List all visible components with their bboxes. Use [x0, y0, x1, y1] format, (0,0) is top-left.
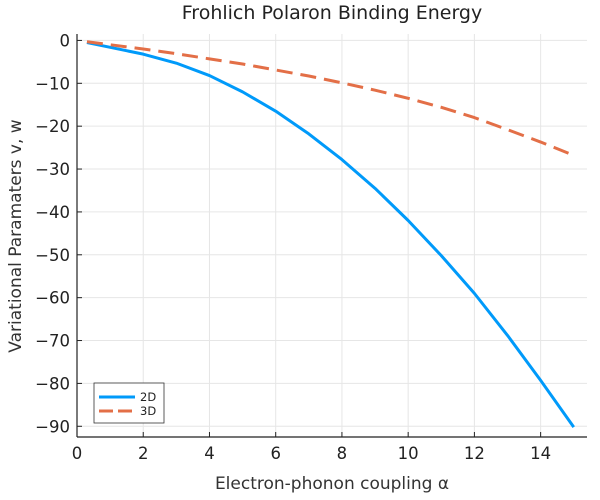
y-tick-label: −40 — [35, 203, 70, 222]
y-tick-label: 0 — [60, 31, 71, 50]
y-tick-label: −50 — [35, 246, 70, 265]
x-axis-label: Electron-phonon coupling α — [215, 474, 449, 494]
y-tick-label: −20 — [35, 117, 70, 136]
y-axis-label: Variational Paramaters v, w — [6, 119, 26, 352]
chart-title: Frohlich Polaron Binding Energy — [182, 2, 482, 24]
legend-box — [93, 382, 165, 424]
x-tick-label: 14 — [530, 444, 551, 463]
x-tick-label: 2 — [138, 444, 149, 463]
x-tick-label: 8 — [337, 444, 348, 463]
legend-label-2d: 2D — [140, 390, 156, 404]
y-tick-label: −70 — [35, 332, 70, 351]
series-2d-line — [86, 41, 575, 429]
x-tick-label: 10 — [398, 444, 419, 463]
legend-label-3d: 3D — [140, 404, 156, 418]
y-tick-label: −60 — [35, 289, 70, 308]
y-tick-label: −30 — [35, 160, 70, 179]
x-tick-label: 6 — [270, 444, 281, 463]
y-axis-ticks: 0 −10 −20 −30 −40 −50 −60 −70 −80 −90 — [35, 31, 82, 436]
x-tick-label: 4 — [204, 444, 215, 463]
y-tick-label: −10 — [35, 74, 70, 93]
plot-frame — [76, 34, 587, 438]
grid — [76, 34, 587, 437]
series-3d-line — [86, 40, 575, 157]
x-axis-ticks: 0 2 4 6 8 10 12 14 — [72, 432, 551, 463]
x-tick-label: 12 — [464, 444, 485, 463]
y-tick-label: −90 — [35, 417, 70, 436]
series-layer — [86, 40, 575, 429]
y-tick-label: −80 — [35, 374, 70, 393]
x-tick-label: 0 — [72, 444, 83, 463]
